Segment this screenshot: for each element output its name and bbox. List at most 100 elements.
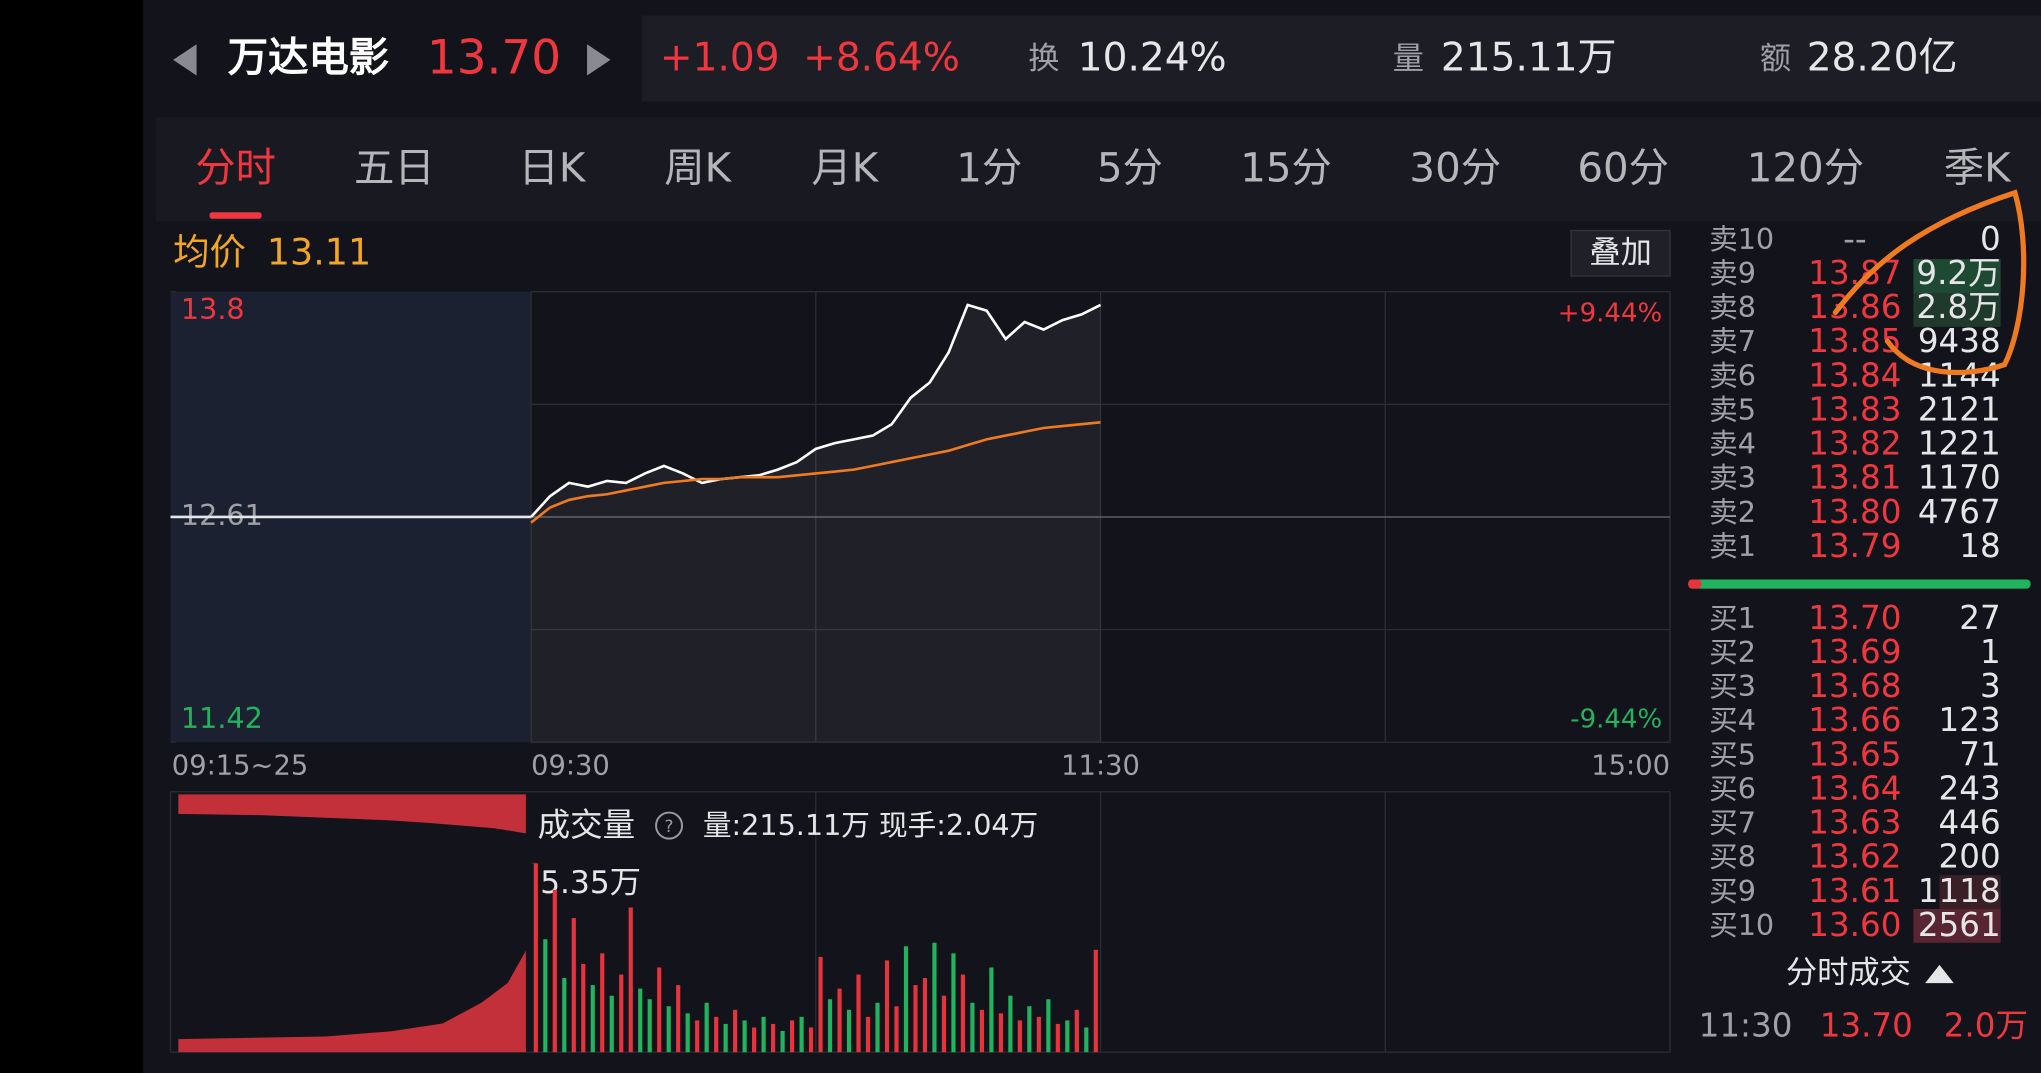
volume-bar [771, 1023, 776, 1053]
book-qty: 0 [1980, 220, 2001, 258]
depth-highlight [1913, 259, 2001, 293]
book-price: 13.62 [1808, 838, 1901, 876]
book-label: 卖3 [1709, 461, 1756, 495]
help-icon[interactable] [655, 811, 684, 840]
x-tick-label: 15:00 [1591, 750, 1670, 781]
tab[interactable]: 30分 [1409, 145, 1501, 192]
tab-underline [209, 212, 262, 219]
trade-qty: 2.0万 [1944, 1006, 2028, 1044]
tab[interactable]: 五日 [354, 145, 435, 192]
volume-bar [799, 1016, 804, 1053]
volume-bar [941, 995, 947, 1053]
book-price: 13.66 [1808, 701, 1901, 739]
volume: 215.11万 [1441, 35, 1617, 80]
volume-bar [752, 1027, 757, 1053]
volume-bar [600, 953, 605, 1053]
book-price: 13.82 [1808, 425, 1901, 463]
depth-highlight [1913, 908, 2001, 943]
tab[interactable]: 5分 [1097, 145, 1163, 192]
book-label: 买8 [1709, 840, 1756, 874]
price-area [531, 304, 1101, 743]
volume-bar [951, 953, 956, 1053]
volume-bar [571, 918, 576, 1053]
volume-bar [695, 1020, 700, 1053]
book-qty: 3 [1980, 667, 2001, 705]
book-label: 买5 [1709, 737, 1756, 771]
volume-bar [704, 1002, 709, 1053]
volume-frame [169, 791, 1671, 1053]
volume-title: 成交量 [538, 806, 636, 844]
book-price: 13.84 [1808, 356, 1901, 394]
depth-highlight [1913, 292, 2001, 327]
volume-bar [1093, 949, 1098, 1053]
tab-bar [156, 117, 2041, 222]
y-tick-label: 13.8 [181, 292, 245, 326]
volume-chart: 5.35万 [531, 791, 1386, 1053]
volume-bar [1055, 1023, 1060, 1053]
tab[interactable]: 月K [811, 145, 879, 192]
book-label: 买10 [1709, 908, 1774, 942]
tabs: 分时 五日 日K 周K 月K 1分 5分 15分 30分 60分 120分 季K [195, 145, 2012, 219]
volume-bar [581, 963, 586, 1053]
book-qty: 243 [1939, 769, 2001, 807]
book-qty: 2.8万 [1916, 288, 2000, 326]
tab[interactable]: 日K [519, 145, 587, 192]
volume-bar [903, 946, 909, 1053]
trades-title[interactable]: 分时成交 [1786, 955, 1911, 991]
volume-bar [1036, 1016, 1041, 1053]
tab[interactable]: 15分 [1240, 145, 1332, 192]
book-qty: 1 [1980, 633, 2001, 671]
book-qty: 27 [1959, 599, 2000, 637]
amount: 28.20亿 [1807, 35, 1958, 80]
tab[interactable]: 季K [1944, 145, 2012, 192]
book-price: -- [1843, 220, 1866, 258]
volume-bar [609, 995, 614, 1053]
volume-bar [761, 1016, 766, 1053]
stock-price: 13.70 [427, 32, 561, 86]
volume-bar [827, 999, 833, 1053]
volume-bar [590, 985, 595, 1053]
trade-price: 13.70 [1820, 1006, 1913, 1044]
tab[interactable]: 周K [664, 145, 732, 192]
volume-bar [1084, 1027, 1089, 1053]
left-strip [0, 0, 144, 1073]
overlay-button[interactable] [1570, 229, 1671, 277]
next-arrow[interactable] [587, 44, 611, 76]
volume-bar [647, 999, 652, 1053]
book-label: 卖8 [1709, 290, 1756, 324]
ratio-bar [1688, 579, 2031, 589]
volume-bar [685, 1013, 690, 1053]
y-tick-label: 11.42 [181, 701, 263, 735]
volume-summary: 量:215.11万 现手:2.04万 [703, 808, 1038, 842]
depth-highlight [1939, 875, 2001, 909]
volume-bar [884, 960, 890, 1053]
volume-bar [922, 978, 928, 1053]
overlay-button-label: 叠加 [1589, 235, 1651, 271]
volume-bar [1046, 999, 1051, 1053]
volume-bar [552, 889, 557, 1053]
quote-bar [641, 15, 2041, 102]
prev-arrow[interactable] [173, 44, 197, 76]
tab[interactable]: 60分 [1577, 145, 1669, 192]
volume-bar [790, 1020, 795, 1053]
book-label: 卖5 [1709, 392, 1756, 426]
book-label: 卖2 [1709, 495, 1756, 529]
book-qty: 1221 [1918, 425, 2001, 463]
tab[interactable]: 120分 [1747, 145, 1864, 192]
volume-bar [666, 1006, 671, 1053]
annotation-circle [1832, 189, 2027, 376]
book-price: 13.79 [1808, 527, 1901, 565]
volume-bar [714, 1016, 719, 1053]
volume-bar [780, 1030, 785, 1053]
expand-arrow[interactable] [1925, 964, 1954, 984]
tab[interactable]: 分时 [195, 145, 276, 192]
price-line [530, 303, 1102, 518]
book-qty: 71 [1959, 735, 2000, 773]
volume-bar [856, 974, 861, 1053]
volume-bar [657, 967, 662, 1053]
book-label: 买9 [1709, 874, 1756, 908]
tab[interactable]: 1分 [956, 145, 1022, 192]
book-label: 买3 [1709, 669, 1756, 703]
volume-bar [808, 1027, 814, 1053]
